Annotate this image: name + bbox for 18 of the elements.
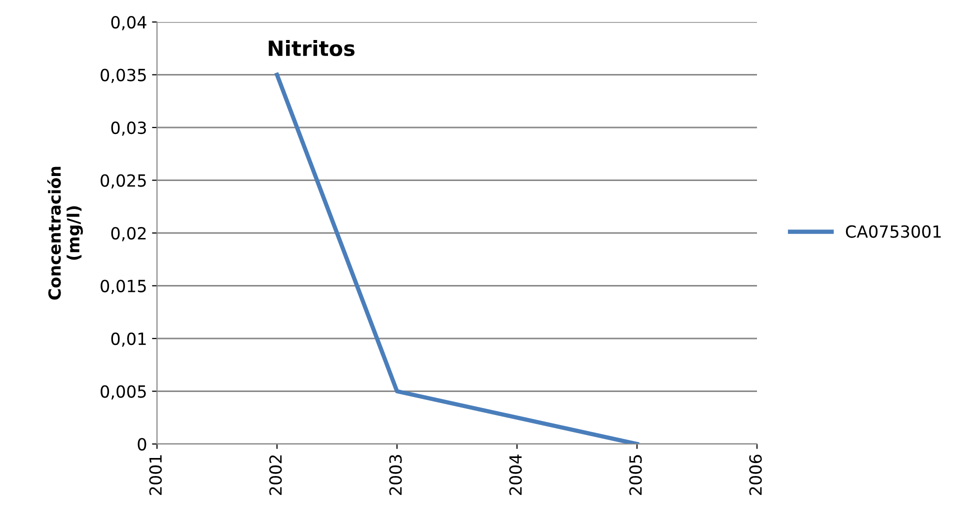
x-tick-label: 2001 (149, 455, 162, 495)
y-tick-label: 0,04 (111, 16, 146, 30)
y-tick-label: 0,01 (111, 332, 146, 347)
legend-label: CA0753001 (846, 225, 941, 238)
y-tick-label: 0 (138, 438, 146, 451)
x-tick-label: 2006 (749, 454, 762, 495)
x-tick-label: 2004 (509, 454, 522, 495)
y-tick-label: 0,035 (100, 68, 146, 84)
y-axis-title: Concentración (mg/l) (47, 166, 83, 300)
x-tick-label: 2005 (629, 455, 642, 495)
x-tick-label: 2003 (389, 455, 402, 495)
x-tick-label: 2002 (269, 455, 282, 495)
y-tick-label: 0,025 (100, 174, 146, 189)
y-tick-label: 0,005 (100, 385, 146, 400)
text: Nitritos (268, 40, 355, 56)
y-tick-label: 0,015 (100, 280, 146, 294)
y-tick-label: 0,02 (111, 226, 146, 242)
y-tick-label: 0,03 (111, 121, 146, 136)
